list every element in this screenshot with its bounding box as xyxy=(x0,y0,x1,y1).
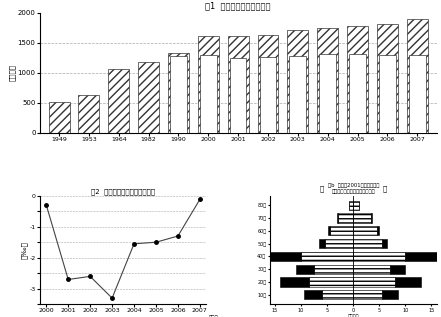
Bar xyxy=(377,226,379,236)
Bar xyxy=(296,265,314,274)
Bar xyxy=(170,56,187,133)
Bar xyxy=(322,290,353,299)
Bar xyxy=(49,101,70,133)
Bar xyxy=(319,239,325,248)
Bar xyxy=(353,213,371,223)
Bar xyxy=(138,62,159,133)
Bar xyxy=(304,290,322,299)
X-axis label: （万人）: （万人） xyxy=(348,314,359,317)
Title: 图2  上海市户籍人口自然增长率: 图2 上海市户籍人口自然增长率 xyxy=(91,188,155,195)
Bar xyxy=(309,277,353,287)
Bar xyxy=(317,28,338,133)
Bar xyxy=(353,201,359,210)
Bar xyxy=(371,213,372,223)
Bar xyxy=(314,265,353,274)
Text: （年）: （年） xyxy=(209,315,219,317)
Text: 男: 男 xyxy=(320,186,324,192)
Bar xyxy=(390,265,405,274)
Bar xyxy=(353,290,382,299)
Y-axis label: （万人）: （万人） xyxy=(10,64,16,81)
Bar xyxy=(337,213,353,223)
Title: 图1  上海市部分年份人口数: 图1 上海市部分年份人口数 xyxy=(206,2,271,10)
Bar xyxy=(405,252,439,261)
Bar xyxy=(301,252,353,261)
Bar xyxy=(349,54,366,133)
Bar xyxy=(328,226,330,236)
Bar xyxy=(382,239,387,248)
Text: 女: 女 xyxy=(382,186,387,192)
Bar xyxy=(260,56,277,133)
Bar xyxy=(200,55,217,133)
Bar xyxy=(228,36,249,133)
Bar xyxy=(289,56,306,133)
Bar xyxy=(395,277,421,287)
Bar xyxy=(325,239,353,248)
Bar xyxy=(230,58,247,133)
Title: 图b  上海市2001年人口金字塔
（灰色部分表示外来人口比重）: 图b 上海市2001年人口金字塔 （灰色部分表示外来人口比重） xyxy=(328,183,379,194)
Y-axis label: （‰）: （‰） xyxy=(21,241,28,259)
Bar xyxy=(409,55,426,133)
Bar xyxy=(280,277,309,287)
Bar xyxy=(377,24,398,133)
Bar xyxy=(319,54,336,133)
Bar xyxy=(382,290,397,299)
Bar xyxy=(353,277,395,287)
Bar xyxy=(265,252,301,261)
Bar xyxy=(258,35,278,133)
Bar xyxy=(353,239,382,248)
Bar xyxy=(330,226,353,236)
Bar xyxy=(288,30,308,133)
Bar xyxy=(407,19,428,133)
Bar xyxy=(78,95,99,133)
Bar xyxy=(349,201,353,210)
Bar xyxy=(347,26,368,133)
Bar xyxy=(379,55,396,133)
Bar xyxy=(168,53,189,133)
Bar xyxy=(353,226,377,236)
Bar xyxy=(353,252,405,261)
Bar xyxy=(108,69,129,133)
Bar xyxy=(198,36,219,133)
Bar xyxy=(353,265,390,274)
